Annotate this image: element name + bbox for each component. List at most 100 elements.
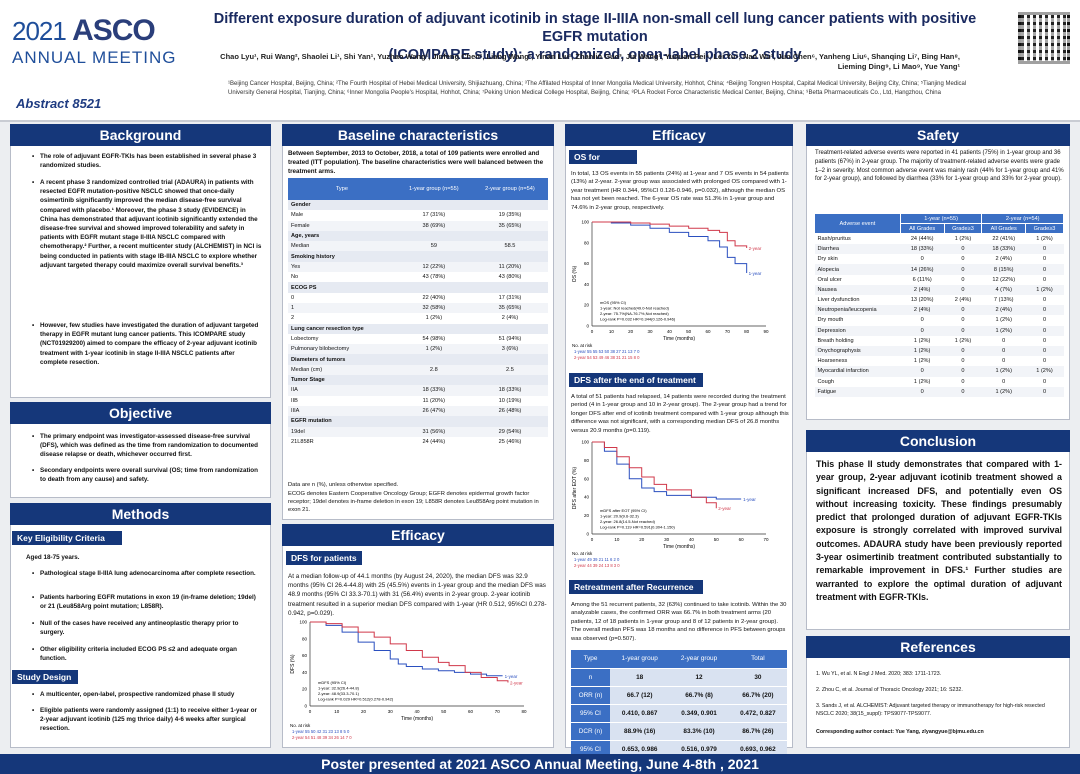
baseline-cell [395, 323, 472, 334]
baseline-cell: Smoking history [288, 251, 396, 262]
safety-cell: Breath holding [817, 337, 854, 344]
retreatment-cell: 0.472, 0.827 [728, 704, 787, 723]
safety-cell: 0 [1042, 297, 1047, 304]
baseline-row: Lung cancer resection type [288, 323, 548, 334]
safety-row: Cough 1 (2%) 0 0 0 [815, 377, 1064, 387]
safety-cell: 4 (7%) [981, 284, 1026, 295]
baseline-cell: Diameters of tumors [288, 354, 396, 365]
baseline-row: Male 17 (31%) 19 (35%) [288, 210, 548, 220]
safety-cell: 0 [1042, 317, 1047, 324]
safety-cell: 0 [944, 284, 982, 295]
safety-cell: 2 (4%) [995, 256, 1012, 263]
retreatment-cell: 95% CI [571, 704, 610, 723]
x-tick-label: 40 [414, 709, 420, 714]
baseline-cell: IIIA [288, 405, 396, 417]
y-tick-label: 0 [304, 704, 307, 709]
retreatment-cell: 18 [609, 668, 670, 687]
conclusion-text: This phase II study demonstrates that co… [816, 459, 1062, 602]
safety-cell: 1 (2%) [1036, 236, 1053, 243]
km-curve-1-year [592, 221, 748, 273]
x-tick-label: 70 [763, 537, 769, 542]
y-tick-label: 60 [302, 653, 308, 658]
retreatment-col: Total [728, 650, 787, 669]
baseline-cell: Median (cm) [288, 364, 396, 376]
baseline-cell: 1 [288, 302, 396, 314]
series-label: 1-year [505, 674, 518, 679]
x-tick-label: 0 [591, 537, 594, 542]
safety-cell: 0 [1002, 337, 1006, 344]
safety-cell: 0 [900, 386, 944, 397]
safety-cell: 12 (22%) [992, 276, 1016, 283]
os-km-chart: 0 10 20 30 40 50 60 70 80 90 0 20 40 60 80 100 Time (mon… [570, 216, 790, 364]
y-tick-label: 80 [584, 458, 590, 463]
safety-cell: 2 (4%) [981, 305, 1026, 316]
baseline-row: Median 59 58.5 [288, 241, 548, 252]
y-tick-label: 100 [299, 620, 307, 625]
efficacy-heading-2: Efficacy [565, 124, 793, 146]
x-axis-label: Time (months) [401, 716, 433, 722]
baseline-cell: 58.5 [471, 241, 548, 252]
eligibility-bullet-1: Pathological stage II-IIIA lung adenocar… [32, 569, 262, 578]
safety-row: Oral ulcer 6 (11%) 0 12 (22%) 0 [815, 275, 1064, 285]
baseline-cell: Pulmonary bilobectomy [288, 344, 396, 355]
safety-cell: 1 (2%) [995, 317, 1012, 324]
baseline-row: Lobectomy 54 (98%) 51 (94%) [288, 334, 548, 344]
author-list: Chao Lyu¹, Rui Wang², Shaolei Li¹, Shi Y… [220, 52, 960, 71]
baseline-cell: 0 [291, 294, 295, 301]
retreatment-text: Among the 51 recurrent patients, 32 (63%… [571, 602, 787, 642]
safety-cell: Depression [814, 325, 901, 336]
background-bullet-3: However, few studies have investigated t… [32, 321, 262, 367]
baseline-cell: 35 (65%) [471, 220, 548, 231]
retreatment-row: 95% CI 0.410, 0.867 0.349, 0.901 0.472, 0.8… [571, 704, 787, 723]
series-label: 1-year [749, 271, 762, 276]
y-axis-label: DFS (%) [290, 654, 296, 674]
safety-cell: 0 [961, 256, 965, 263]
baseline-cell [471, 200, 548, 211]
safety-cell: 0 [944, 244, 982, 255]
background-bullet-2: A recent phase 3 randomized controlled t… [32, 178, 262, 270]
baseline-cell: 10 (19%) [498, 397, 522, 404]
baseline-row: ECOG PS [288, 282, 548, 293]
safety-cell: 0 [900, 366, 944, 377]
baseline-cell: IIB [291, 397, 298, 404]
baseline-col-type: Type [288, 178, 396, 200]
baseline-cell: 18 (33%) [471, 385, 548, 396]
safety-cell: 1 (2%) [913, 337, 931, 344]
safety-cell: 0 [981, 345, 1026, 357]
safety-cell: 0 [1025, 345, 1064, 357]
series-label: 2-year [749, 246, 762, 251]
safety-cell: 24 (44%) [910, 236, 934, 243]
baseline-note-2: ECOG denotes Eastern Cooperative Oncolog… [288, 491, 539, 513]
safety-cell: 14 (26%) [900, 264, 944, 275]
x-tick-label: 0 [309, 709, 312, 714]
conclusion-heading: Conclusion [806, 430, 1070, 452]
safety-cell: Nausea [814, 284, 901, 295]
logo-subtitle: ANNUAL MEETING [12, 48, 177, 67]
methods-heading: Methods [10, 503, 271, 525]
corresponding-author: Corresponding author contact: Yue Yang, … [816, 729, 984, 735]
baseline-cell: Yes [288, 261, 396, 273]
safety-cell: 1 (2%) [1025, 284, 1064, 295]
series-label: 1-year [743, 497, 756, 502]
retreatment-cell: 66.7% (20) [728, 686, 787, 705]
baseline-cell [395, 375, 472, 386]
retreatment-cell: 12 [669, 668, 729, 687]
baseline-cell: 19 (35%) [498, 212, 522, 219]
baseline-row: Female 38 (69%) 35 (65%) [288, 220, 548, 231]
baseline-cell: Tumor Stage [288, 375, 396, 386]
baseline-cell: 32 (58%) [395, 302, 472, 314]
y-axis-label: DFS after EOT (%) [572, 467, 578, 509]
y-tick-label: 20 [584, 513, 590, 518]
os-text: In total, 13 OS events in 55 patients (2… [571, 171, 789, 211]
baseline-cell: EGFR mutation [288, 416, 396, 427]
baseline-row: Yes 12 (22%) 11 (20%) [288, 261, 548, 273]
safety-cell: 0 [1042, 256, 1047, 263]
baseline-cell [395, 282, 472, 293]
chart-background [570, 436, 790, 572]
background-bullet-1: The role of adjuvant EGFR-TKIs has been … [32, 152, 262, 170]
baseline-heading: Baseline characteristics [282, 124, 554, 146]
chart-legend-line: mDFS (95% CI) [318, 680, 347, 685]
y-axis-label: OS (%) [572, 265, 578, 282]
baseline-note-1: Data are n (%), unless otherwise specifi… [288, 482, 399, 488]
baseline-cell: Age, years [288, 230, 396, 242]
